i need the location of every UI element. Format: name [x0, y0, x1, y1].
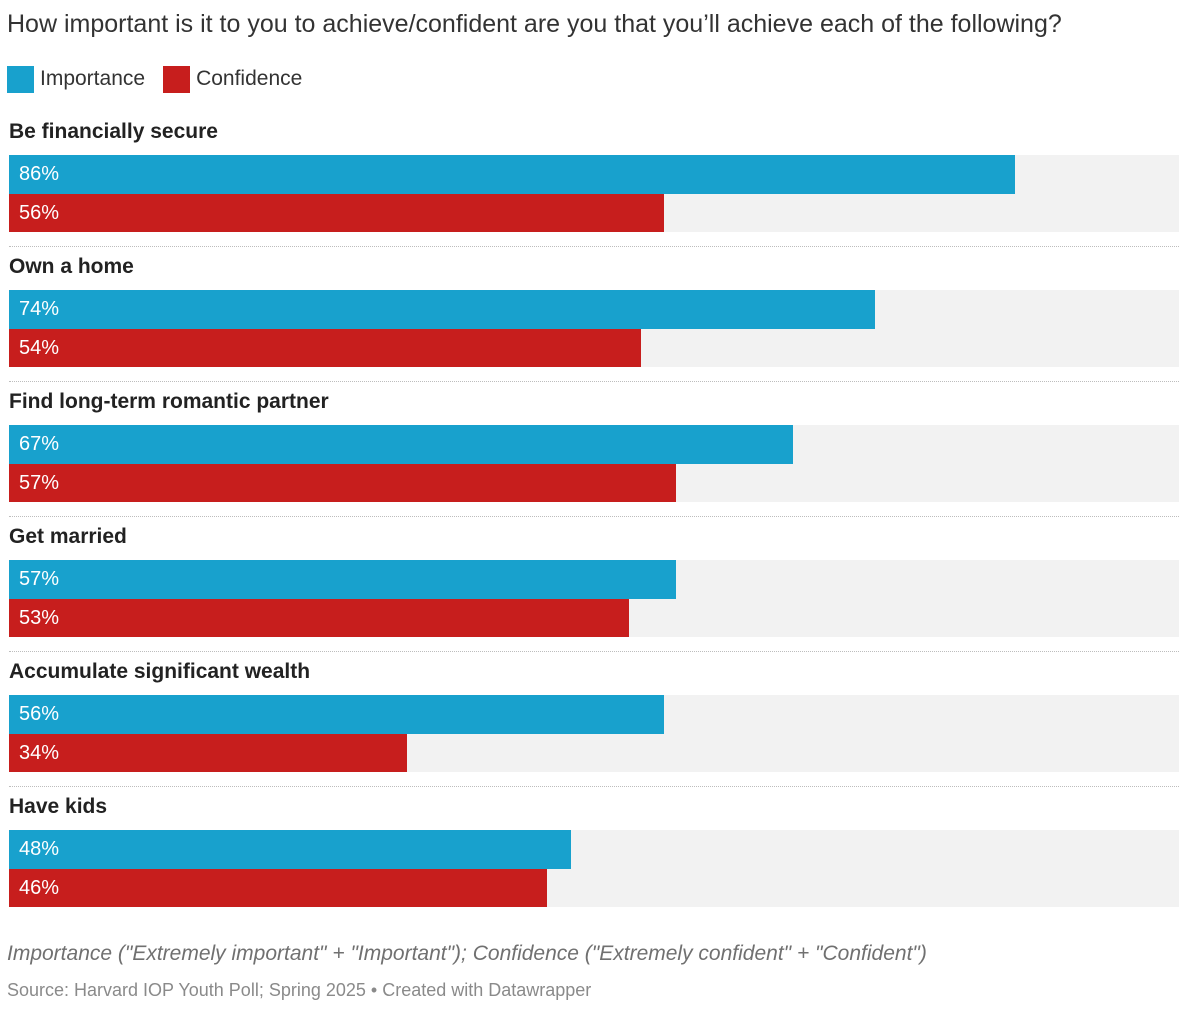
confidence-bar: 56%	[9, 193, 665, 232]
category-group: Own a home 74% 54%	[9, 247, 1179, 382]
category-label: Accumulate significant wealth	[9, 660, 311, 683]
chart-source: Source: Harvard IOP Youth Poll; Spring 2…	[7, 980, 592, 1000]
category-label: Have kids	[9, 795, 108, 818]
bar-value-label: 57%	[19, 568, 60, 590]
bar-track: 57% 53%	[9, 560, 1179, 637]
importance-bar: 86%	[9, 155, 1016, 194]
confidence-bar: 57%	[9, 463, 676, 502]
legend-item-importance: Importance	[7, 65, 146, 93]
bar-track: 48% 46%	[9, 830, 1179, 907]
importance-bar: 56%	[9, 695, 665, 734]
confidence-bar: 34%	[9, 733, 407, 772]
bar-track: 67% 57%	[9, 425, 1179, 502]
bar-track: 86% 56%	[9, 155, 1179, 232]
chart-title: How important is it to you to achieve/co…	[7, 10, 1062, 38]
category-label: Own a home	[9, 255, 134, 278]
category-group: Have kids 48% 46%	[9, 787, 1179, 921]
bar-value-label: 67%	[19, 433, 60, 455]
legend-swatch-confidence	[163, 65, 191, 93]
legend-label-confidence: Confidence	[196, 67, 303, 90]
category-group: Find long-term romantic partner 67% 57%	[9, 382, 1179, 517]
category-group: Get married 57% 53%	[9, 517, 1179, 652]
importance-bar: 57%	[9, 560, 676, 599]
category-label: Get married	[9, 525, 127, 548]
confidence-bar: 46%	[9, 868, 548, 907]
category-group: Be financially secure 86% 56%	[9, 112, 1179, 247]
bar-value-label: 74%	[19, 298, 60, 320]
category-label: Be financially secure	[9, 120, 218, 143]
bar-value-label: 34%	[19, 741, 60, 764]
importance-bar: 74%	[9, 290, 875, 329]
bar-value-label: 54%	[19, 336, 60, 359]
bar-value-label: 48%	[19, 838, 60, 860]
bar-chart: Be financially secure 86% 56% Own a home 74%…	[9, 112, 1179, 921]
bar-value-label: 57%	[19, 471, 60, 494]
confidence-bar: 53%	[9, 598, 630, 637]
legend-item-confidence: Confidence	[163, 65, 303, 93]
category-label: Find long-term romantic partner	[9, 390, 329, 413]
legend-swatch-importance	[7, 65, 34, 93]
bar-value-label: 56%	[19, 201, 60, 224]
bar-track: 56% 34%	[9, 695, 1179, 772]
legend: Importance Confidence	[7, 64, 320, 94]
bar-value-label: 56%	[19, 703, 60, 725]
legend-label-importance: Importance	[40, 67, 146, 90]
bar-value-label: 53%	[19, 606, 60, 629]
bar-value-label: 46%	[19, 876, 60, 899]
importance-bar: 48%	[9, 830, 571, 869]
category-group: Accumulate significant wealth 56% 34%	[9, 652, 1179, 787]
importance-bar: 67%	[9, 425, 793, 464]
chart-note: Importance ("Extremely important" + "Imp…	[7, 942, 927, 965]
bar-value-label: 86%	[19, 163, 60, 185]
bar-track: 74% 54%	[9, 290, 1179, 367]
confidence-bar: 54%	[9, 328, 641, 367]
